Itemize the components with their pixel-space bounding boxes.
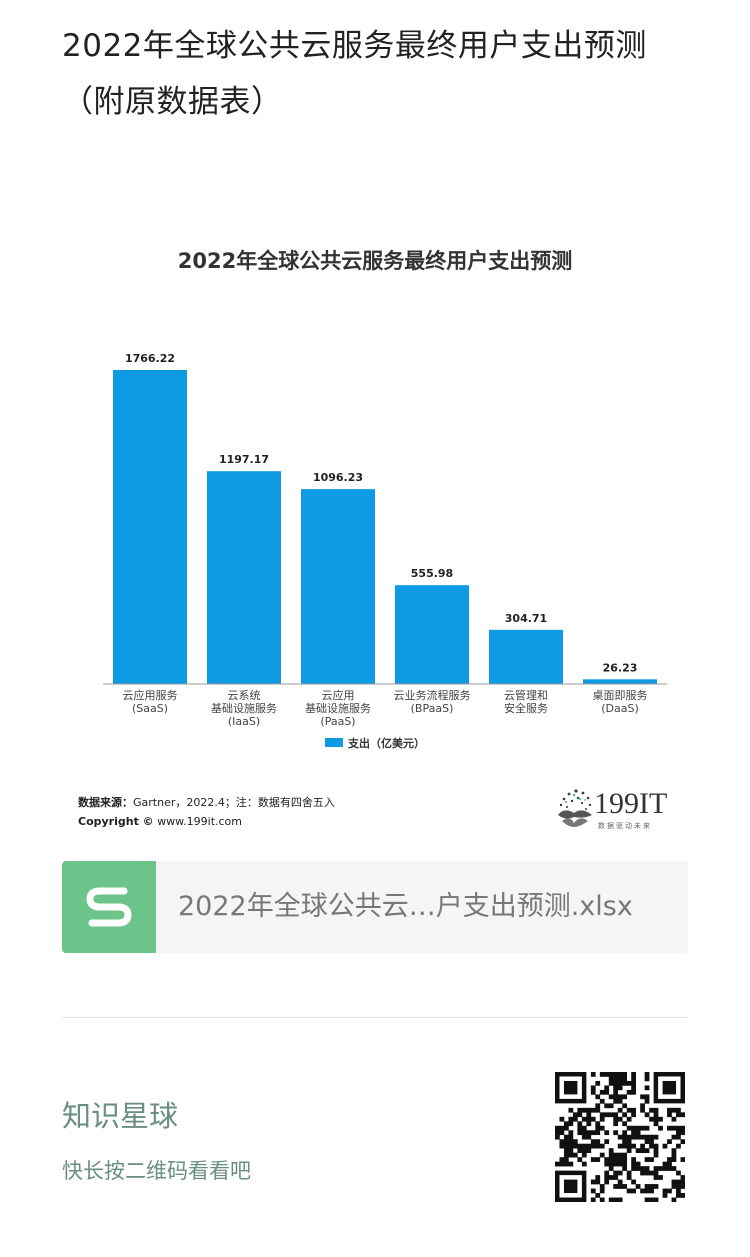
chart-copyright: Copyright © www.199it.com bbox=[78, 815, 242, 828]
data-label: 304.71 bbox=[505, 612, 547, 625]
x-tick-label: (BPaaS) bbox=[411, 702, 454, 715]
logo-text: 199IT bbox=[594, 787, 668, 820]
x-tick-label: 基础设施服务 bbox=[305, 702, 371, 715]
copyright-label: Copyright © bbox=[78, 815, 154, 828]
bar bbox=[395, 585, 469, 684]
bar-chart: 2022年全球公共云服务最终用户支出预测 1766.22 云应用服务(SaaS) 11… bbox=[103, 249, 667, 750]
x-tick-label: (IaaS) bbox=[228, 715, 260, 728]
x-tick-label: (SaaS) bbox=[132, 702, 168, 715]
copyright-url: www.199it.com bbox=[157, 815, 243, 828]
source-text: Gartner，2022.4；注：数据有四舍五入 bbox=[133, 796, 335, 809]
attachment-file-name: 2022年全球公共云…户支出预测.xlsx bbox=[178, 891, 633, 922]
data-label: 1197.17 bbox=[219, 453, 269, 466]
chart-title: 2022年全球公共云服务最终用户支出预测 bbox=[178, 249, 572, 273]
x-tick-label: 云应用服务 bbox=[123, 688, 178, 702]
planet-hint: 快长按二维码看看吧 bbox=[62, 1159, 251, 1183]
x-tick-label: 安全服务 bbox=[504, 701, 548, 715]
legend-swatch bbox=[325, 738, 343, 747]
chart-image: 2022年全球公共云服务最终用户支出预测 1766.22 云应用服务 (SaaS) 11… bbox=[62, 215, 688, 845]
x-tick-label: 云系统 bbox=[228, 689, 261, 702]
x-tick-label: 云管理和 bbox=[504, 688, 548, 702]
attachment-card[interactable]: 2022年全球公共云…户支出预测.xlsx bbox=[62, 861, 688, 953]
x-tick-label: 基础设施服务 bbox=[211, 702, 277, 715]
dandelion-icon bbox=[558, 789, 592, 827]
data-label: 26.23 bbox=[603, 661, 638, 674]
article-title: 2022年全球公共云服务最终用户支出预测（附原数据表） bbox=[62, 28, 647, 120]
legend-label: 支出（亿美元） bbox=[347, 736, 425, 750]
data-label: 555.98 bbox=[411, 567, 453, 580]
x-tick-label: 云应用 bbox=[322, 688, 355, 702]
chart-source: 数据来源：Gartner，2022.4；注：数据有四舍五入 bbox=[78, 794, 335, 810]
bar bbox=[113, 370, 187, 684]
spreadsheet-s-icon bbox=[62, 861, 156, 953]
bar bbox=[583, 679, 657, 684]
x-tick-label: 云业务流程服务 bbox=[394, 688, 471, 702]
planet-title: 知识星球 bbox=[62, 1099, 179, 1133]
bar bbox=[489, 629, 563, 684]
bar bbox=[301, 489, 375, 684]
bar bbox=[207, 471, 281, 684]
data-label: 1096.23 bbox=[313, 471, 363, 484]
logo-tagline: 数据驱动未来 bbox=[598, 822, 652, 830]
data-label: 1766.22 bbox=[125, 352, 175, 365]
x-tick-label: (PaaS) bbox=[320, 715, 355, 728]
qr-code-icon[interactable] bbox=[555, 1072, 686, 1203]
x-tick-label: (DaaS) bbox=[601, 702, 639, 715]
brand-logo: 199IT 数据驱动未来 bbox=[552, 785, 682, 835]
x-tick-label: 桌面即服务 bbox=[593, 689, 648, 702]
source-label: 数据来源： bbox=[78, 796, 133, 809]
divider bbox=[62, 1017, 688, 1018]
